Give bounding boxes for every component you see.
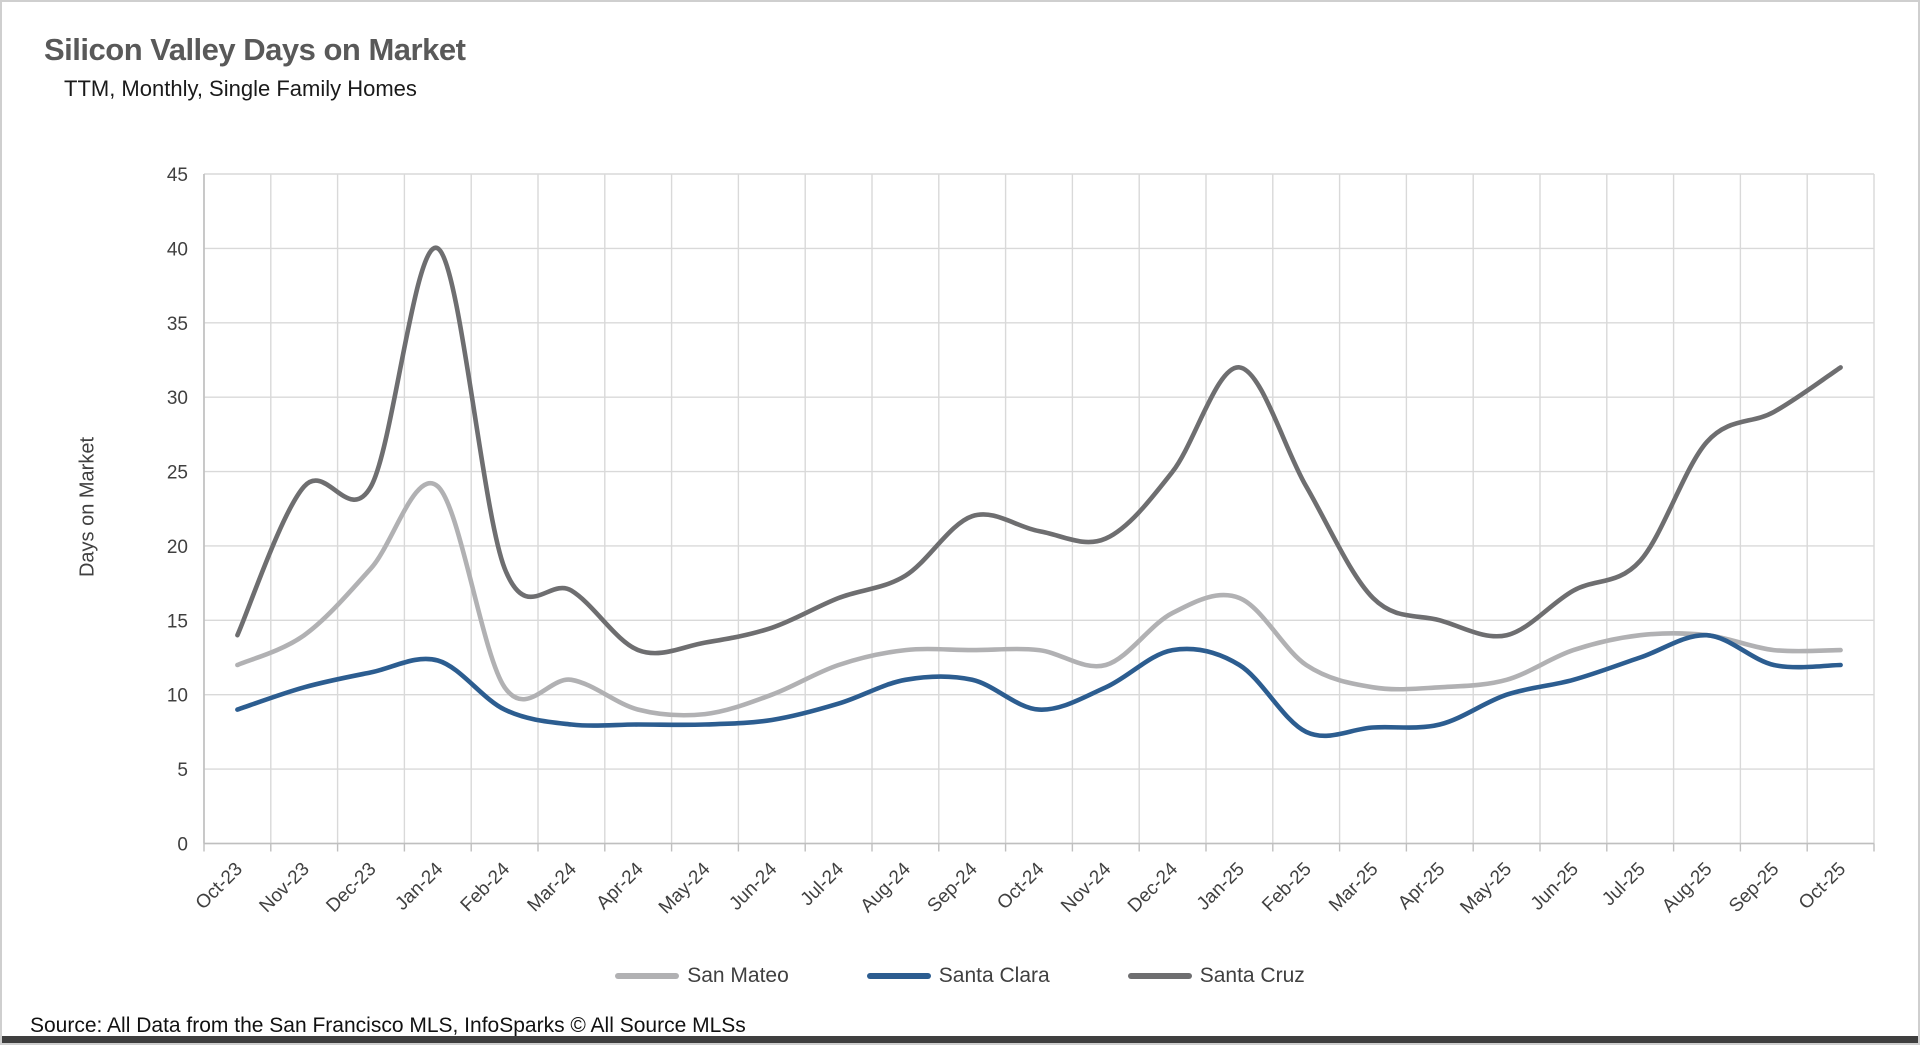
x-tick-label: Mar-24 bbox=[524, 858, 582, 916]
x-tick-label: Aug-25 bbox=[1658, 859, 1716, 917]
x-tick-label: Sep-25 bbox=[1725, 859, 1783, 917]
y-tick-label: 45 bbox=[167, 165, 188, 186]
series-line-santa-cruz bbox=[235, 245, 1843, 656]
legend-swatch-santa-cruz bbox=[1127, 973, 1192, 979]
x-tick-label: Nov-24 bbox=[1057, 858, 1115, 916]
y-tick-label: 40 bbox=[167, 239, 188, 260]
legend-label: San Mateo bbox=[687, 964, 789, 987]
legend-label: Santa Clara bbox=[938, 964, 1050, 987]
x-tick-label: Aug-24 bbox=[857, 858, 915, 916]
legend-swatch-san-mateo bbox=[615, 973, 680, 979]
x-tick-label: Dec-23 bbox=[322, 859, 380, 917]
x-tick-label: Jan-25 bbox=[1193, 859, 1249, 915]
legend-item-santa-clara: Santa Clara bbox=[866, 964, 1050, 988]
window-edge-bar bbox=[2, 1036, 1918, 1043]
series-line-santa-clara bbox=[235, 632, 1843, 738]
chart-legend: San Mateo Santa Clara Santa Cruz bbox=[2, 964, 1918, 988]
x-tick-label: Jul-25 bbox=[1598, 859, 1649, 910]
y-tick-label: 5 bbox=[177, 760, 188, 781]
x-tick-label: Jun-25 bbox=[1527, 859, 1583, 915]
y-tick-label: 15 bbox=[167, 611, 188, 632]
y-tick-label: 30 bbox=[167, 388, 188, 409]
y-tick-label: 10 bbox=[167, 686, 188, 707]
legend-label: Santa Cruz bbox=[1199, 964, 1305, 987]
x-tick-label: Oct-23 bbox=[192, 859, 247, 914]
x-tick-label: Sep-24 bbox=[924, 858, 982, 916]
source-note: Source: All Data from the San Francisco … bbox=[30, 1014, 746, 1037]
x-tick-label: May-24 bbox=[655, 858, 715, 918]
x-tick-label: Oct-24 bbox=[993, 858, 1048, 913]
x-tick-label: Jan-24 bbox=[391, 858, 447, 914]
gridlines bbox=[203, 173, 1875, 852]
y-tick-label: 0 bbox=[177, 835, 188, 856]
y-tick-label: 20 bbox=[167, 537, 188, 558]
x-tick-label: Apr-25 bbox=[1394, 859, 1449, 914]
x-axis-tick-labels: Oct-23 Nov-23 Dec-23 Jan-24 Feb-24 Mar-24 Apr-… bbox=[192, 858, 1850, 918]
y-tick-label: 35 bbox=[167, 314, 188, 335]
x-tick-label: Nov-23 bbox=[256, 859, 314, 917]
legend-item-san-mateo: San Mateo bbox=[615, 964, 789, 988]
x-tick-label: Jul-24 bbox=[797, 858, 849, 910]
y-tick-label: 25 bbox=[167, 463, 188, 484]
page-subtitle: TTM, Monthly, Single Family Homes bbox=[64, 76, 417, 101]
x-tick-label: Jun-24 bbox=[725, 858, 781, 914]
page-title: Silicon Valley Days on Market bbox=[44, 32, 466, 67]
series-line-san-mateo bbox=[235, 481, 1843, 718]
x-tick-label: Mar-25 bbox=[1325, 859, 1382, 916]
x-tick-label: Feb-24 bbox=[457, 858, 515, 916]
y-axis-tick-labels: 0 5 10 15 20 25 30 35 40 45 bbox=[167, 165, 188, 856]
legend-item-santa-cruz: Santa Cruz bbox=[1127, 964, 1305, 988]
legend-swatch-santa-clara bbox=[866, 973, 931, 979]
x-tick-label: Oct-25 bbox=[1795, 859, 1850, 914]
x-tick-label: Dec-24 bbox=[1124, 858, 1182, 916]
x-tick-label: May-25 bbox=[1456, 859, 1516, 919]
x-tick-label: Apr-24 bbox=[593, 858, 648, 913]
x-tick-label: Feb-25 bbox=[1258, 859, 1315, 916]
